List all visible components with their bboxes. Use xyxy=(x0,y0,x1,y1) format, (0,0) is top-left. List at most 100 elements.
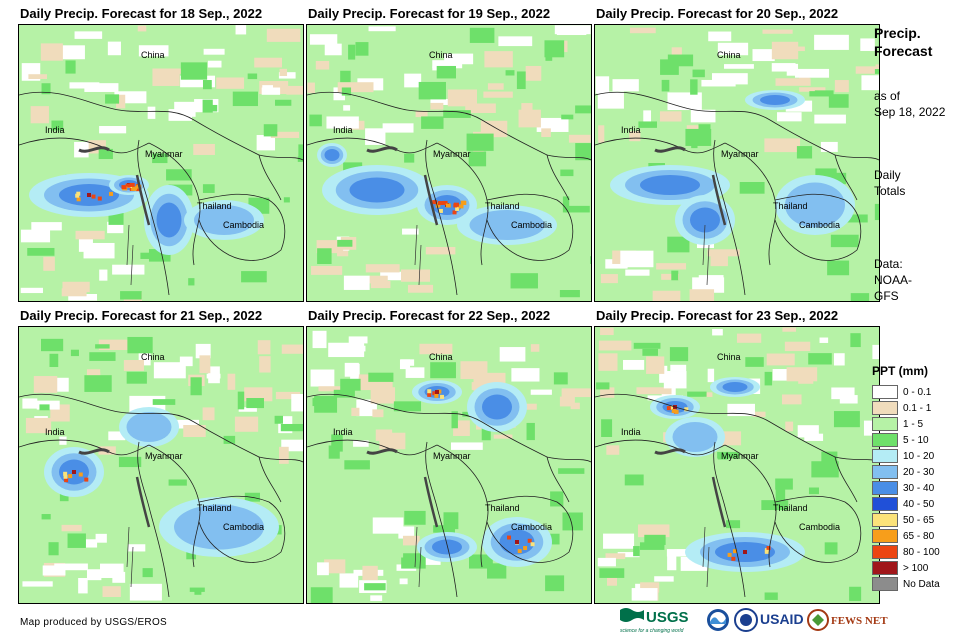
map-label: Myanmar xyxy=(145,451,183,461)
legend-row: 30 - 40 xyxy=(872,480,964,496)
side-title-line: Precip. xyxy=(874,25,921,41)
border-segment xyxy=(423,174,439,226)
map-label: Thailand xyxy=(773,201,808,211)
border-segment xyxy=(423,476,439,528)
map-label: India xyxy=(45,125,65,135)
border-segment xyxy=(135,476,151,528)
map-label: Thailand xyxy=(197,503,232,513)
legend-label: 80 - 100 xyxy=(903,546,940,558)
legend-label: 0.1 - 1 xyxy=(903,402,932,414)
totals-line: Daily xyxy=(874,168,901,182)
legend-row: 0 - 0.1 xyxy=(872,384,964,400)
map-label: India xyxy=(45,427,65,437)
map-label: China xyxy=(717,352,741,362)
data-line: GFS xyxy=(874,289,899,303)
legend-label: 5 - 10 xyxy=(903,434,929,446)
country-borders xyxy=(595,91,879,296)
legend-row: 10 - 20 xyxy=(872,448,964,464)
precip-map: China India Myanmar Thailand Cambodia xyxy=(594,24,880,302)
coastline xyxy=(126,526,134,588)
legend-swatch xyxy=(872,481,898,495)
legend-label: 10 - 20 xyxy=(903,450,935,462)
legend-row: 50 - 65 xyxy=(872,512,964,528)
legend-swatch xyxy=(872,545,898,559)
map-label: Myanmar xyxy=(145,149,183,159)
legend-label: 40 - 50 xyxy=(903,498,935,510)
map-label: Thailand xyxy=(773,503,808,513)
border-segment xyxy=(711,174,727,226)
border-segment xyxy=(78,146,110,153)
border-segment xyxy=(366,146,398,153)
legend-rows: 0 - 0.1 0.1 - 1 1 - 5 5 - 10 10 - 20 20 - 30 3… xyxy=(872,384,964,592)
legend-swatch xyxy=(872,449,898,463)
legend-row: > 100 xyxy=(872,560,964,576)
panel-title: Daily Precip. Forecast for 21 Sep., 2022 xyxy=(20,308,263,323)
border-segment xyxy=(654,448,686,455)
country-borders xyxy=(19,393,303,598)
legend-swatch xyxy=(872,417,898,431)
map-label: Thailand xyxy=(485,503,520,513)
forecast-panel-sep22: Daily Precip. Forecast for 22 Sep., 2022… xyxy=(306,308,592,608)
legend-label: 0 - 0.1 xyxy=(903,386,932,398)
coastline xyxy=(702,224,710,286)
panel-title: Daily Precip. Forecast for 18 Sep., 2022 xyxy=(20,6,263,21)
legend-swatch xyxy=(872,465,898,479)
legend-row: 5 - 10 xyxy=(872,432,964,448)
coastline xyxy=(414,526,422,588)
forecast-panel-sep23: Daily Precip. Forecast for 23 Sep., 2022… xyxy=(594,308,880,608)
precip-map: China India Myanmar Thailand Cambodia xyxy=(18,24,304,302)
legend-swatch xyxy=(872,401,898,415)
usaid-logo: USAID xyxy=(734,608,804,632)
usgs-logo: USGS science for a changing world xyxy=(620,608,689,634)
daily-totals-note: Daily Totals xyxy=(874,167,905,199)
map-label: China xyxy=(429,352,453,362)
legend-label: 65 - 80 xyxy=(903,530,935,542)
country-borders xyxy=(307,91,591,296)
legend-label: 30 - 40 xyxy=(903,482,935,494)
legend-swatch xyxy=(872,433,898,447)
legend-label: 20 - 30 xyxy=(903,466,935,478)
border-segment xyxy=(78,448,110,455)
precip-field xyxy=(595,327,879,603)
precip-field xyxy=(307,25,591,301)
noaa-logo xyxy=(707,609,729,631)
precip-map: China India Myanmar Thailand Cambodia xyxy=(306,24,592,302)
legend-swatch xyxy=(872,513,898,527)
border-segment xyxy=(366,448,398,455)
fewsnet-logo: FEWS NET xyxy=(807,609,888,631)
map-label: China xyxy=(717,50,741,60)
map-label: India xyxy=(333,125,353,135)
map-label: India xyxy=(621,125,641,135)
legend-row: 20 - 30 xyxy=(872,464,964,480)
map-label: Cambodia xyxy=(511,522,552,532)
legend-swatch xyxy=(872,497,898,511)
map-label: Cambodia xyxy=(799,522,840,532)
coastline xyxy=(126,224,134,286)
as-of-value: Sep 18, 2022 xyxy=(874,105,946,119)
legend-label: > 100 xyxy=(903,562,929,574)
legend-row: 0.1 - 1 xyxy=(872,400,964,416)
data-source: Data: NOAA- GFS xyxy=(874,256,912,304)
usaid-logo-text: USAID xyxy=(760,611,804,627)
legend-label: 1 - 5 xyxy=(903,418,924,430)
panel-title: Daily Precip. Forecast for 19 Sep., 2022 xyxy=(308,6,551,21)
border-segment xyxy=(654,146,686,153)
coastline xyxy=(414,224,422,286)
precip-field xyxy=(595,25,879,301)
precip-field xyxy=(307,327,591,603)
map-label: Myanmar xyxy=(433,451,471,461)
map-credit: Map produced by USGS/EROS xyxy=(20,617,168,628)
legend-swatch xyxy=(872,385,898,399)
legend-label: 50 - 65 xyxy=(903,514,935,526)
side-title: Precip. Forecast xyxy=(874,24,932,60)
as-of-label: as of xyxy=(874,89,901,103)
data-line: NOAA- xyxy=(874,273,913,287)
legend-label: No Data xyxy=(903,578,940,590)
map-label: India xyxy=(333,427,353,437)
border-segment xyxy=(135,174,151,226)
legend-title: PPT (mm) xyxy=(872,364,929,378)
map-label: Myanmar xyxy=(721,149,759,159)
map-label: India xyxy=(621,427,641,437)
precip-map: China India Myanmar Thailand Cambodia xyxy=(18,326,304,604)
usgs-tagline: science for a changing world xyxy=(620,628,684,634)
